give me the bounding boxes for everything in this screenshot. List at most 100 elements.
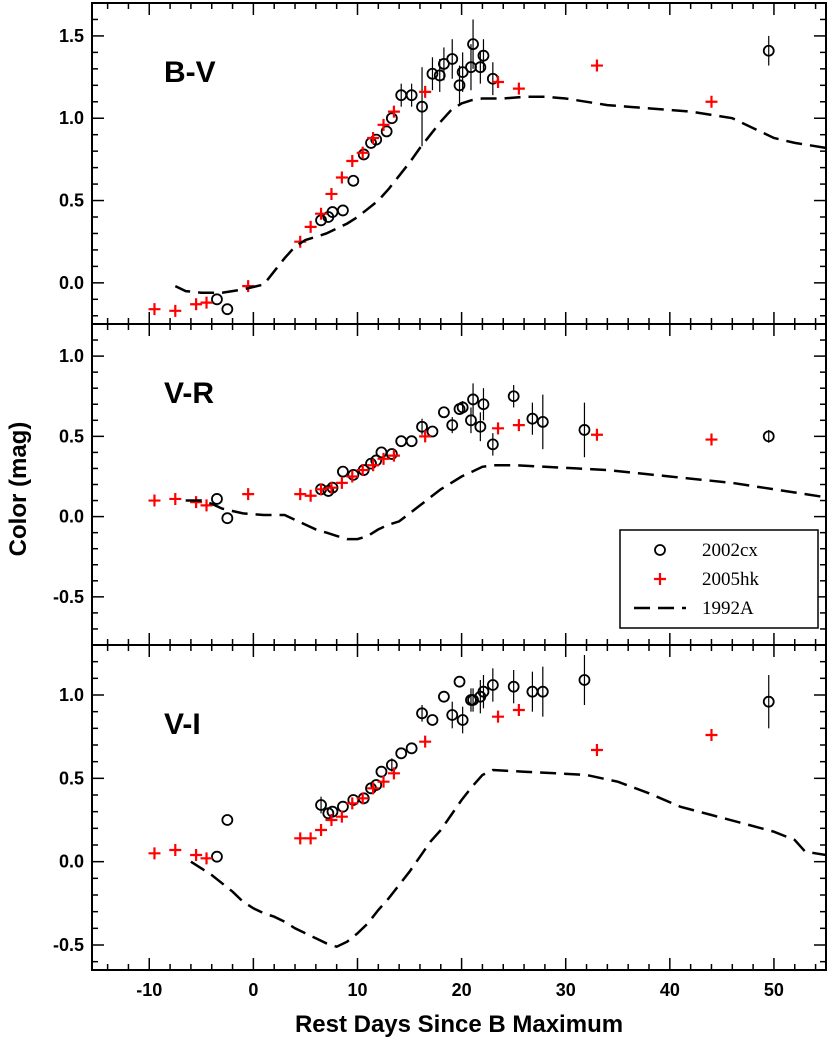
data-point-circle: [347, 174, 360, 187]
data-point-plus: [387, 105, 400, 118]
data-point-plus: [512, 419, 525, 432]
data-point-plus: [356, 792, 369, 805]
series-1992a: [174, 95, 826, 294]
model-curve-line: [185, 463, 826, 541]
data-point-circle: [416, 420, 428, 433]
data-point-plus: [148, 847, 161, 860]
data-point-plus: [346, 797, 359, 810]
data-point-circle: [385, 448, 398, 460]
x-tick-label: 10: [347, 980, 367, 1000]
data-point-circle: [453, 79, 466, 92]
y-tick-label: 0.0: [59, 852, 84, 872]
data-point-circle: [446, 419, 459, 432]
data-point-circle: [221, 303, 234, 316]
legend-label: 2005hk: [702, 569, 760, 590]
data-point-circle: [385, 759, 398, 771]
data-point-plus: [590, 59, 603, 72]
data-point-circle: [370, 133, 383, 146]
data-point-plus: [387, 767, 400, 780]
data-point-plus: [346, 155, 359, 168]
plot-area: [148, 383, 826, 541]
data-point-circle: [433, 69, 446, 82]
data-point-plus: [148, 494, 161, 507]
data-point-circle: [477, 49, 490, 62]
y-tick-label: 0.5: [59, 768, 84, 788]
data-point-circle: [486, 679, 499, 691]
y-tick-label: 1.0: [59, 346, 84, 366]
data-point-circle: [456, 714, 469, 726]
x-axis-title: Rest Days Since B Maximum: [295, 1011, 623, 1038]
data-point-plus: [325, 481, 338, 494]
data-point-circle: [426, 67, 439, 80]
data-point-circle: [536, 685, 549, 698]
data-point-circle: [438, 690, 450, 703]
panel-frame: [91, 2, 827, 325]
data-point-circle: [578, 424, 591, 436]
series-1992a: [185, 463, 826, 541]
data-point-plus: [190, 849, 203, 861]
series-2005hk: [148, 704, 718, 865]
data-point-plus: [169, 492, 182, 505]
data-point-plus: [190, 298, 203, 311]
y-tick-label: -0.5: [53, 587, 84, 607]
data-point-plus: [367, 131, 380, 144]
y-tick-label: -0.5: [53, 935, 84, 955]
data-point-circle: [477, 685, 490, 698]
data-point-circle: [474, 420, 487, 433]
x-tick-label: 30: [556, 980, 576, 1000]
data-point-circle: [467, 38, 479, 51]
data-point-plus: [335, 810, 348, 823]
data-point-plus: [377, 775, 390, 788]
data-point-circle: [474, 61, 487, 74]
data-point-circle: [465, 414, 477, 427]
data-point-circle: [438, 406, 450, 419]
series-2002cx: [211, 383, 775, 525]
data-point-circle: [467, 393, 479, 406]
panels-group: 0.00.51.01.5B-V-0.50.00.51.0V-R-0.50.00.…: [53, 2, 827, 1000]
data-point-plus: [335, 171, 348, 184]
legend-entry-2002cx: 2002cx: [654, 540, 758, 561]
series-2002cx: [211, 19, 775, 316]
x-tick-label: 40: [660, 980, 680, 1000]
data-point-circle: [467, 694, 479, 706]
data-point-plus: [590, 744, 603, 756]
data-point-circle: [337, 465, 349, 478]
data-point-circle: [375, 765, 388, 778]
data-point-plus: [512, 704, 525, 716]
data-point-circle: [405, 89, 418, 102]
data-point-circle: [762, 44, 775, 57]
legend: 2002cx 2005hk 1992A: [619, 529, 819, 629]
data-point-circle: [507, 680, 520, 693]
data-point-circle: [211, 850, 223, 863]
data-point-plus: [512, 82, 525, 95]
data-point-plus: [315, 207, 328, 220]
model-curve-line: [190, 768, 826, 949]
y-tick-label: 0.5: [59, 191, 84, 211]
data-point-plus: [419, 430, 432, 443]
data-point-circle: [526, 412, 539, 425]
data-point-circle: [426, 714, 439, 726]
series-1992a: [190, 768, 826, 949]
data-point-plus: [367, 782, 380, 795]
data-point-plus: [315, 824, 328, 836]
y-tick-label: 0.0: [59, 507, 84, 527]
legend-box: [619, 529, 819, 629]
data-point-plus: [705, 433, 718, 446]
data-point-plus: [190, 496, 203, 509]
legend-plus-icon: [654, 573, 666, 585]
data-point-circle: [370, 779, 383, 791]
data-point-plus: [148, 303, 161, 316]
plot-area: [148, 655, 826, 949]
data-point-plus: [705, 729, 718, 741]
data-point-circle: [211, 293, 223, 306]
data-point-plus: [356, 464, 369, 477]
data-point-circle: [456, 401, 469, 414]
data-point-plus: [346, 470, 359, 483]
data-point-circle: [456, 66, 469, 79]
data-point-plus: [294, 488, 307, 501]
legend-label: 1992A: [702, 598, 754, 619]
data-point-circle: [221, 814, 234, 826]
data-point-plus: [325, 814, 338, 826]
series-2005hk: [148, 419, 718, 512]
data-point-plus: [200, 852, 213, 865]
